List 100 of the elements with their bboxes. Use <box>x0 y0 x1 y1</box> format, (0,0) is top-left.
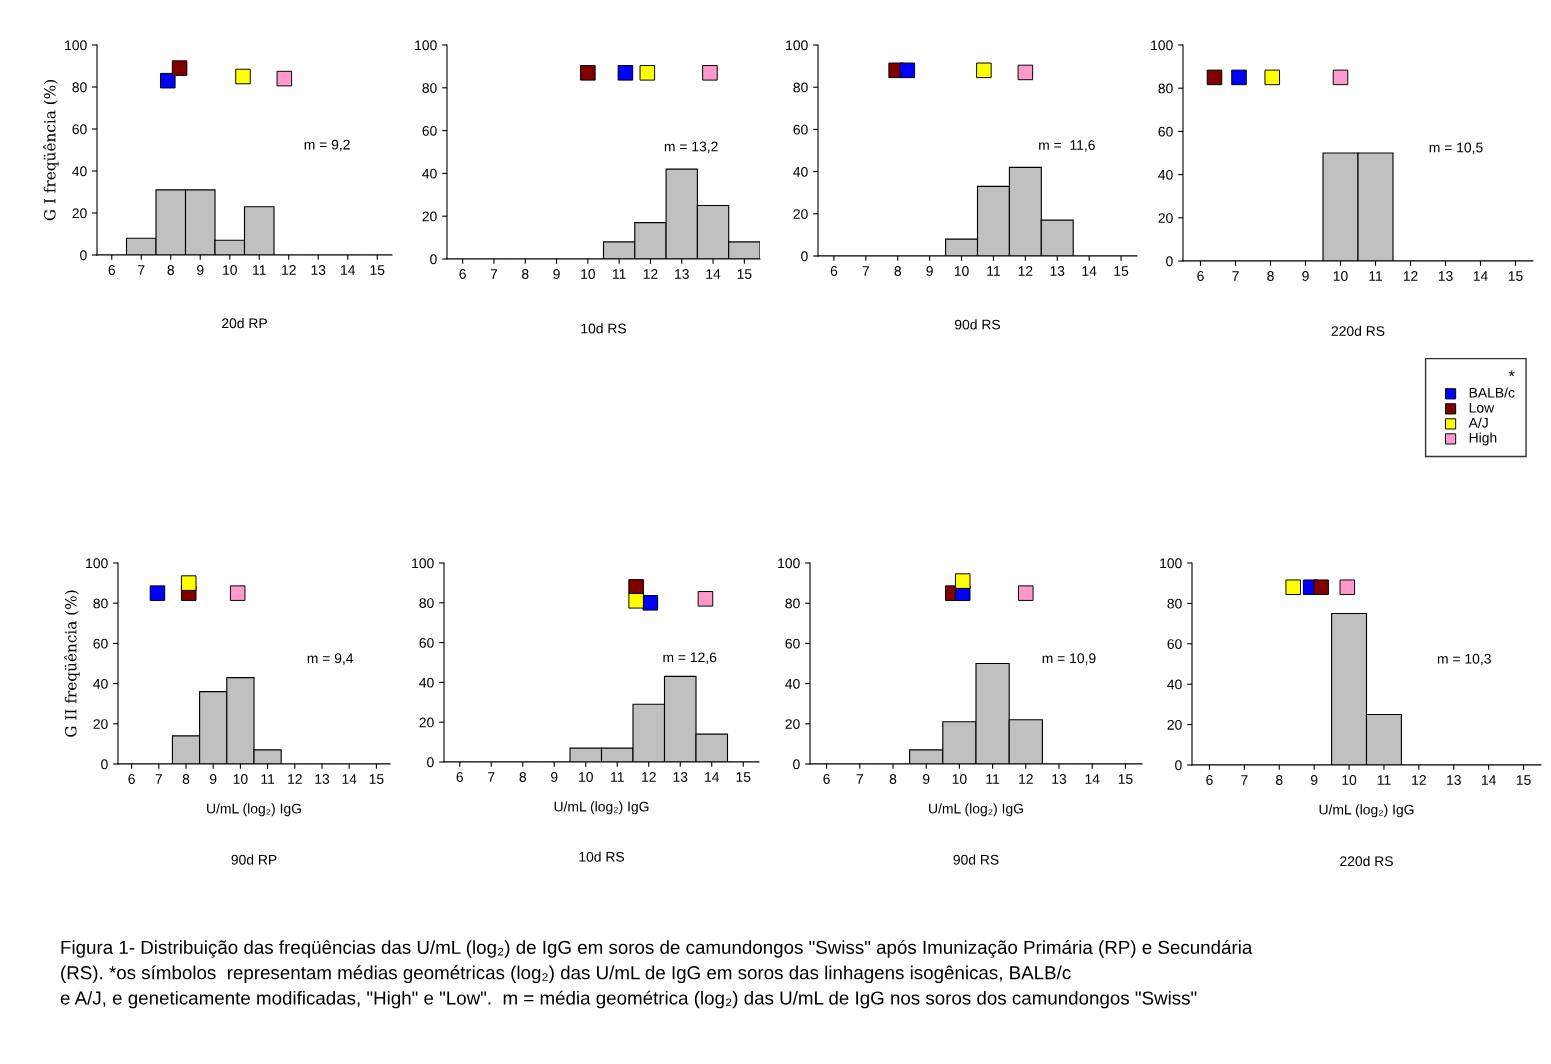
y-tick-label: 40 <box>422 168 437 179</box>
annotation: m = 10,5 <box>1429 142 1483 155</box>
x-tick-label: 7 <box>1241 775 1248 785</box>
annotation: m = 13,2 <box>664 141 718 154</box>
x-tick-label: 8 <box>1267 271 1274 281</box>
y-tick-label: 40 <box>72 166 87 177</box>
x-tick-label: 7 <box>856 774 863 784</box>
text: 220d RS <box>1340 855 1393 867</box>
x-axis-title: U/mL (log₂) IgG <box>207 803 301 817</box>
y-tick-label: 0 <box>427 757 434 768</box>
x-tick-label: 8 <box>182 774 190 784</box>
x-tick-label: 10 <box>952 774 967 784</box>
y-tick-label: 20 <box>785 719 800 729</box>
x-tick-label: 12 <box>1018 266 1033 276</box>
x-tick-label: 9 <box>1310 775 1318 785</box>
x-tick-label: 6 <box>830 266 838 276</box>
x-tick-label: 6 <box>459 269 466 279</box>
y-tick-label: 80 <box>72 82 87 93</box>
x-tick-label: 9 <box>926 266 933 276</box>
x-tick-label: 13 <box>311 265 326 275</box>
x-tick-label: 15 <box>369 774 384 784</box>
y-tick-label: 80 <box>785 598 800 609</box>
y-tick-label: 40 <box>1158 169 1173 180</box>
x-axis-title: U/mL (log₂) IgG <box>1319 804 1414 818</box>
x-tick-label: 13 <box>315 774 330 784</box>
x-tick-label: 12 <box>1412 775 1426 785</box>
x-tick-label: 11 <box>613 269 626 279</box>
x-tick-label: 7 <box>488 772 495 782</box>
x-tick-label: 9 <box>209 774 217 784</box>
y-tick-label: 40 <box>785 678 800 689</box>
annotation: m = 11,6 <box>1039 140 1095 152</box>
x-tick-label: 14 <box>1481 775 1496 785</box>
x-tick-label: 9 <box>1302 271 1309 281</box>
x-tick-label: 6 <box>1197 271 1204 281</box>
annotation: m = 10,9 <box>1042 653 1096 665</box>
y-tick-label: 80 <box>793 82 808 93</box>
y-tick-label: 20 <box>419 717 434 728</box>
x-tick-label: 7 <box>490 269 498 279</box>
x-tick-label: 6 <box>1206 775 1213 785</box>
y-tick-label: 100 <box>412 558 434 569</box>
y-tick-label: 100 <box>1151 40 1173 51</box>
x-tick-label: 6 <box>456 772 463 782</box>
x-tick-label: 12 <box>288 774 302 784</box>
x-tick-label: 10 <box>579 772 593 782</box>
text: Figura 1- Distribuição das freqüências das U/mL (log₂) de IgG em soros de camundongos "Swiss" após Imunização Primária (RP) e Secundária (RS). *os símbolos representam médias geométricas (log₂) das U/mL de IgG em soros das linhagens isogênicas, BALB/c e A/J, e geneticamente modificadas, "High" e "Low". m = média geométrica (log₂) das U/mL de IgG nos soros dos camundongos "Swiss" <box>60 940 1253 1009</box>
legend-title: * <box>1508 370 1515 377</box>
x-tick-label: 15 <box>1516 775 1531 785</box>
x-tick-label: 12 <box>643 269 658 279</box>
x-tick-label: 8 <box>167 265 175 275</box>
y-tick-label: 20 <box>93 719 108 729</box>
y-axis-title: G II freqüência (%) <box>64 590 80 737</box>
x-tick-label: 10 <box>223 265 237 275</box>
y-tick-label: 60 <box>422 125 437 136</box>
y-tick-label: 20 <box>422 211 437 222</box>
x-tick-label: 12 <box>1019 774 1033 784</box>
x-tick-label: 13 <box>1438 271 1453 281</box>
x-tick-label: 11 <box>987 266 1000 276</box>
y-tick-label: 100 <box>778 558 800 569</box>
text: 20d RP <box>222 318 267 329</box>
y-axis-title: G I freqüência (%) <box>43 80 59 221</box>
x-tick-label: 10 <box>1333 271 1348 281</box>
x-tick-label: 11 <box>253 265 266 275</box>
y-tick-label: 20 <box>72 208 87 219</box>
x-tick-label: 13 <box>675 269 689 279</box>
y-tick-label: 100 <box>415 40 437 51</box>
y-tick-label: 60 <box>72 124 87 135</box>
x-tick-label: 10 <box>581 269 596 279</box>
y-tick-label: 0 <box>1175 760 1182 771</box>
x-tick-label: 7 <box>155 774 162 784</box>
text: 220d RS <box>1331 325 1385 336</box>
y-tick-label: 0 <box>1166 256 1173 267</box>
x-tick-label: 13 <box>1447 775 1461 785</box>
y-tick-label: 80 <box>1158 83 1173 94</box>
x-tick-label: 15 <box>1118 774 1133 784</box>
y-tick-label: 0 <box>430 254 437 265</box>
x-tick-label: 11 <box>986 774 1000 784</box>
y-tick-label: 0 <box>101 759 108 770</box>
y-tick-label: 60 <box>793 124 808 135</box>
x-tick-label: 14 <box>341 265 356 275</box>
annotation: m = 12,6 <box>663 652 717 664</box>
y-tick-label: 60 <box>419 637 434 648</box>
x-tick-label: 7 <box>862 266 870 276</box>
x-tick-label: 6 <box>823 774 830 784</box>
x-tick-label: 11 <box>611 772 624 782</box>
y-tick-label: 40 <box>1167 679 1182 690</box>
legend-label: A/J <box>1468 417 1488 428</box>
y-tick-label: 0 <box>80 250 87 261</box>
y-tick-label: 100 <box>65 40 87 51</box>
y-tick-label: 80 <box>93 598 108 609</box>
text: 10d RS <box>579 851 625 862</box>
x-tick-label: 7 <box>1232 271 1239 281</box>
x-tick-label: 9 <box>553 269 560 279</box>
y-tick-label: 100 <box>86 558 108 569</box>
text: 90d RS <box>953 854 999 865</box>
y-tick-label: 40 <box>93 678 108 689</box>
legend-label: BALB/c <box>1469 387 1515 398</box>
x-tick-label: 10 <box>954 266 969 276</box>
x-tick-label: 10 <box>233 774 248 784</box>
text: 10d RS <box>581 323 627 334</box>
x-tick-label: 15 <box>737 269 752 279</box>
